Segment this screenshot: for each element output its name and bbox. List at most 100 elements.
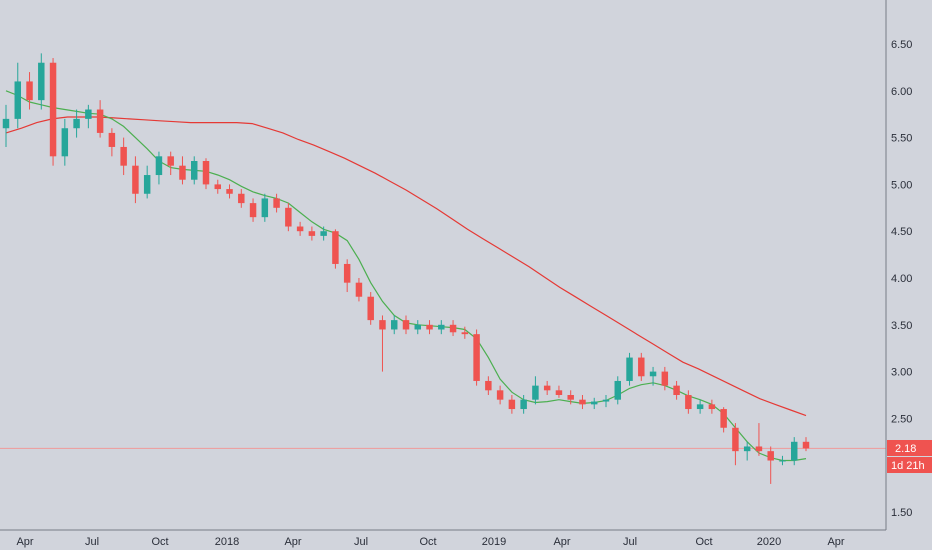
candle-body bbox=[473, 334, 480, 381]
y-tick-label: 4.50 bbox=[891, 226, 912, 238]
candle-body bbox=[85, 109, 92, 119]
x-tick-label: Jul bbox=[354, 536, 368, 548]
candle bbox=[779, 455, 786, 466]
x-tick-label: Oct bbox=[419, 536, 436, 548]
candle bbox=[791, 437, 798, 466]
candle bbox=[767, 446, 774, 484]
candle-body bbox=[261, 198, 269, 218]
candle bbox=[638, 352, 645, 381]
candle-body bbox=[285, 207, 292, 227]
candle-body bbox=[202, 161, 210, 185]
candle-body bbox=[296, 226, 304, 232]
last-price-badge: 2.18 1d 21h bbox=[887, 440, 932, 473]
candle bbox=[543, 380, 551, 395]
candle-body bbox=[626, 357, 633, 381]
candle bbox=[473, 329, 480, 386]
candle-body bbox=[438, 324, 445, 330]
candle-body bbox=[320, 231, 327, 236]
candle-body bbox=[496, 390, 504, 400]
candle bbox=[261, 193, 269, 222]
candle-body bbox=[708, 404, 716, 410]
candle-body bbox=[555, 390, 563, 395]
candle bbox=[602, 395, 610, 408]
candle bbox=[285, 203, 292, 232]
candle bbox=[696, 399, 704, 414]
candle bbox=[461, 326, 469, 339]
moving-average-slow-line bbox=[5, 116, 807, 417]
candle bbox=[273, 193, 280, 213]
candle-body bbox=[132, 165, 139, 194]
candle-body bbox=[426, 324, 433, 330]
candle-body bbox=[720, 409, 727, 428]
candle bbox=[120, 137, 127, 176]
candle-body bbox=[332, 231, 339, 264]
candle bbox=[155, 151, 163, 185]
candle bbox=[132, 156, 139, 204]
candle bbox=[708, 399, 716, 414]
y-tick-label: 1.50 bbox=[891, 507, 912, 519]
candle-body bbox=[532, 385, 539, 400]
candle bbox=[496, 385, 504, 405]
candle bbox=[343, 259, 351, 293]
candle-body bbox=[120, 146, 127, 166]
candle bbox=[520, 395, 527, 414]
candle-body bbox=[802, 441, 810, 449]
candle bbox=[167, 151, 174, 176]
candle bbox=[649, 366, 657, 386]
candle-body bbox=[449, 324, 457, 333]
candle-body bbox=[38, 62, 45, 101]
x-tick-label: Jul bbox=[85, 536, 99, 548]
candle bbox=[591, 397, 598, 410]
candle-body bbox=[2, 118, 10, 129]
candle bbox=[426, 320, 433, 335]
candle bbox=[673, 380, 680, 400]
candle bbox=[508, 395, 516, 414]
candle-body bbox=[391, 320, 398, 330]
candle bbox=[143, 165, 151, 199]
y-tick-label: 5.50 bbox=[891, 133, 912, 145]
candle bbox=[367, 292, 374, 325]
candle bbox=[555, 385, 563, 398]
candle bbox=[685, 390, 692, 414]
candle-body bbox=[485, 380, 492, 391]
x-tick-label: Apr bbox=[16, 536, 33, 548]
candle-body bbox=[567, 395, 574, 400]
x-tick-label: Apr bbox=[553, 536, 570, 548]
x-tick-label: 2020 bbox=[757, 536, 781, 548]
candle bbox=[579, 395, 586, 410]
candle-body bbox=[602, 399, 610, 402]
price-axis[interactable]: 6.50 6.00 5.50 5.00 4.50 4.00 3.50 3.00 2.50 1.50 bbox=[891, 39, 912, 519]
candle-body bbox=[26, 81, 33, 101]
x-tick-label: Oct bbox=[695, 536, 712, 548]
candle bbox=[802, 437, 810, 452]
candle-body bbox=[155, 156, 163, 176]
candle-body bbox=[414, 324, 421, 330]
candle bbox=[332, 229, 339, 269]
candle bbox=[732, 423, 739, 466]
candle bbox=[108, 128, 116, 157]
candle bbox=[308, 226, 316, 241]
x-tick-label: Jul bbox=[623, 536, 637, 548]
candle bbox=[449, 320, 457, 337]
candle bbox=[296, 221, 304, 236]
time-axis[interactable]: Apr Jul Oct 2018 Apr Jul Oct 2019 Apr Jul Oct 2020 A… bbox=[16, 536, 844, 548]
candle-body bbox=[14, 81, 21, 119]
candle-body bbox=[649, 371, 657, 377]
candle-body bbox=[591, 401, 598, 405]
countdown-label: 1d 21h bbox=[891, 460, 925, 472]
candle-body bbox=[614, 380, 621, 400]
candle-body bbox=[238, 193, 245, 204]
candle bbox=[485, 376, 492, 395]
candle-body bbox=[214, 184, 221, 190]
candle bbox=[532, 376, 539, 405]
candle-body bbox=[108, 132, 116, 147]
candle bbox=[26, 72, 33, 110]
candle-body bbox=[791, 441, 798, 461]
candle-body bbox=[179, 165, 186, 180]
candle-body bbox=[61, 128, 69, 157]
candle bbox=[626, 352, 633, 386]
candle bbox=[720, 407, 727, 433]
candle bbox=[38, 53, 45, 110]
candle-body bbox=[273, 198, 280, 208]
